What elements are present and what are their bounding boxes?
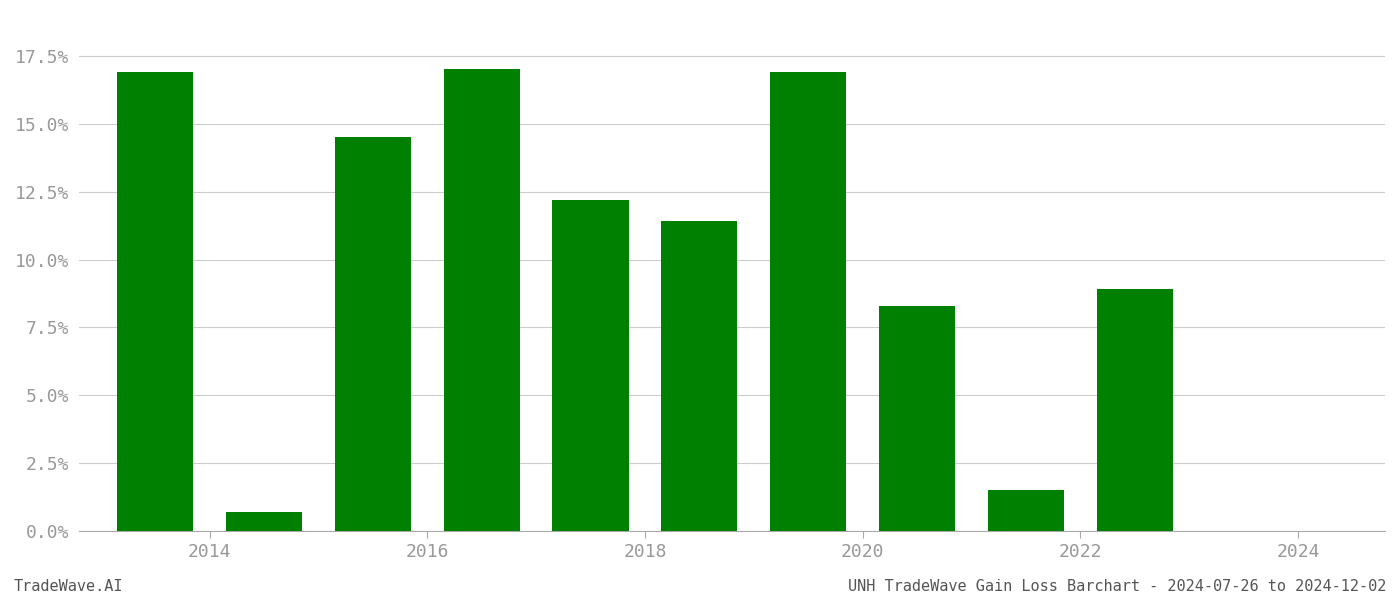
Bar (661, 221, 738, 531)
Bar (553, 200, 629, 531)
Bar (335, 137, 412, 531)
Bar (118, 72, 193, 531)
Bar (879, 305, 955, 531)
Text: UNH TradeWave Gain Loss Barchart - 2024-07-26 to 2024-12-02: UNH TradeWave Gain Loss Barchart - 2024-… (847, 579, 1386, 594)
Bar (1096, 289, 1173, 531)
Bar (770, 72, 847, 531)
Bar (988, 490, 1064, 531)
Bar (444, 70, 519, 531)
Bar (225, 512, 302, 531)
Text: TradeWave.AI: TradeWave.AI (14, 579, 123, 594)
